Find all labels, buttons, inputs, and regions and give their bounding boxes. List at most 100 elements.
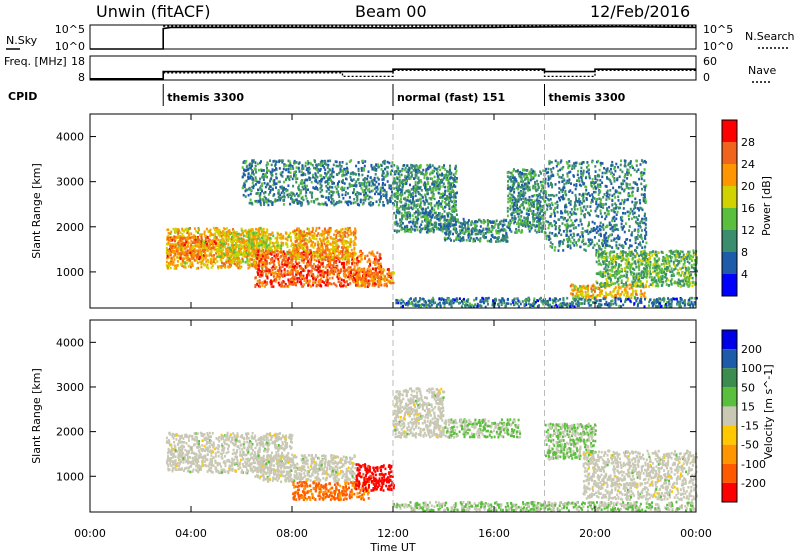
power-panel-cell bbox=[304, 265, 307, 268]
power-panel-cell bbox=[219, 240, 222, 244]
power-panel-cell bbox=[337, 280, 340, 283]
power-panel-cell bbox=[329, 248, 332, 251]
power-panel-cell bbox=[172, 236, 175, 240]
power-panel-cell bbox=[338, 256, 341, 260]
power-panel-cell bbox=[210, 241, 212, 244]
power-panel-cell bbox=[274, 163, 277, 166]
power-panel-cell bbox=[196, 253, 199, 256]
power-panel-cell bbox=[340, 284, 342, 288]
power-panel-cell bbox=[224, 237, 227, 240]
power-panel-cell bbox=[204, 247, 207, 250]
power-panel-cell bbox=[342, 264, 345, 267]
freq-tick-top: 18 bbox=[71, 55, 85, 68]
power-panel-cell bbox=[286, 238, 289, 242]
power-panel-cell bbox=[290, 251, 293, 254]
power-panel-cell bbox=[244, 189, 247, 193]
power-panel-cell bbox=[234, 244, 237, 247]
power-panel-cell bbox=[357, 172, 360, 176]
power-panel-cell bbox=[236, 233, 239, 236]
power-panel-cell bbox=[286, 261, 289, 265]
power-panel-cell bbox=[448, 207, 451, 210]
power-panel-cell bbox=[269, 179, 271, 183]
power-panel-cell bbox=[257, 227, 260, 231]
power-panel-cell bbox=[335, 261, 338, 264]
power-panel-cell bbox=[248, 230, 251, 234]
power-panel-cell bbox=[271, 260, 274, 264]
power-panel-cell bbox=[464, 221, 467, 224]
power-panel-cell bbox=[366, 269, 369, 273]
power-panel-cell bbox=[373, 275, 376, 279]
power-panel-cell bbox=[370, 270, 372, 273]
power-panel-cell bbox=[319, 163, 322, 167]
power-panel-cell bbox=[410, 230, 413, 233]
power-panel-cell bbox=[350, 238, 352, 241]
power-panel-cell bbox=[298, 252, 300, 255]
power-panel-cell bbox=[254, 276, 257, 280]
power-panel-cell bbox=[376, 251, 379, 255]
power-panel-cell bbox=[479, 239, 482, 242]
power-panel-cell bbox=[171, 243, 174, 246]
power-panel-cell bbox=[293, 194, 296, 197]
power-panel-cell bbox=[262, 236, 265, 239]
power-panel-cell bbox=[192, 234, 195, 237]
power-panel-cell bbox=[295, 251, 298, 255]
power-panel-cell bbox=[339, 257, 342, 260]
power-panel-cell bbox=[325, 279, 328, 282]
power-panel-cell bbox=[407, 173, 410, 176]
power-panel-cell bbox=[345, 227, 348, 231]
power-panel-cell bbox=[300, 173, 303, 177]
power-panel-cell bbox=[227, 232, 230, 236]
power-panel-cell bbox=[326, 269, 329, 272]
power-panel-cell bbox=[435, 215, 438, 219]
power-panel-cell bbox=[320, 251, 323, 255]
power-panel-cell bbox=[257, 233, 260, 237]
power-panel-cell bbox=[371, 267, 374, 271]
power-panel-cell bbox=[252, 250, 255, 253]
power-panel-cell bbox=[299, 265, 302, 268]
power-panel-cell bbox=[245, 165, 248, 169]
power-panel-cell bbox=[467, 236, 470, 239]
power-panel-cell bbox=[222, 244, 225, 247]
power-panel-cell bbox=[217, 229, 220, 233]
power-panel-cell bbox=[438, 188, 441, 191]
power-panel-cell bbox=[328, 272, 331, 276]
power-panel-cell bbox=[303, 279, 306, 282]
power-panel-cell bbox=[319, 283, 322, 287]
power-panel-cell bbox=[341, 256, 344, 259]
power-panel-cell bbox=[246, 262, 249, 266]
power-panel-cell bbox=[478, 218, 480, 222]
power-panel-cell bbox=[288, 233, 291, 237]
power-panel-cell bbox=[300, 278, 302, 282]
power-panel-cell bbox=[264, 238, 267, 241]
power-panel-cell bbox=[269, 170, 272, 174]
power-panel-cell bbox=[391, 161, 394, 164]
power-panel-cell bbox=[306, 184, 308, 188]
power-panel-cell bbox=[422, 183, 425, 187]
power-panel-cell bbox=[451, 186, 454, 189]
power-panel-cell bbox=[227, 235, 230, 239]
power-panel-cell bbox=[433, 211, 436, 215]
power-panel-cell bbox=[337, 277, 340, 281]
power-panel-cell bbox=[278, 276, 281, 279]
power-panel-cell bbox=[261, 273, 264, 277]
power-panel-cell bbox=[275, 278, 277, 281]
power-panel-cell bbox=[237, 247, 240, 250]
power-panel-cell bbox=[317, 171, 320, 174]
power-panel-cell bbox=[238, 264, 241, 267]
power-panel-cell bbox=[293, 276, 296, 279]
power-panel-cell bbox=[340, 250, 343, 253]
power-panel-cell bbox=[306, 265, 309, 268]
power-panel-cell bbox=[341, 242, 344, 245]
power-panel-cell bbox=[366, 285, 369, 288]
power-panel-cell bbox=[313, 237, 316, 240]
power-panel-cell bbox=[278, 159, 281, 162]
power-panel-cell bbox=[207, 266, 210, 270]
power-panel-cell bbox=[375, 164, 378, 167]
power-panel-cell bbox=[233, 244, 235, 247]
power-panel-cell bbox=[448, 173, 451, 176]
power-panel-cell bbox=[306, 262, 309, 266]
power-panel-cell bbox=[282, 241, 285, 245]
power-panel-cell bbox=[168, 264, 170, 267]
power-panel-cell bbox=[429, 185, 431, 189]
power-panel-cell bbox=[236, 255, 239, 259]
